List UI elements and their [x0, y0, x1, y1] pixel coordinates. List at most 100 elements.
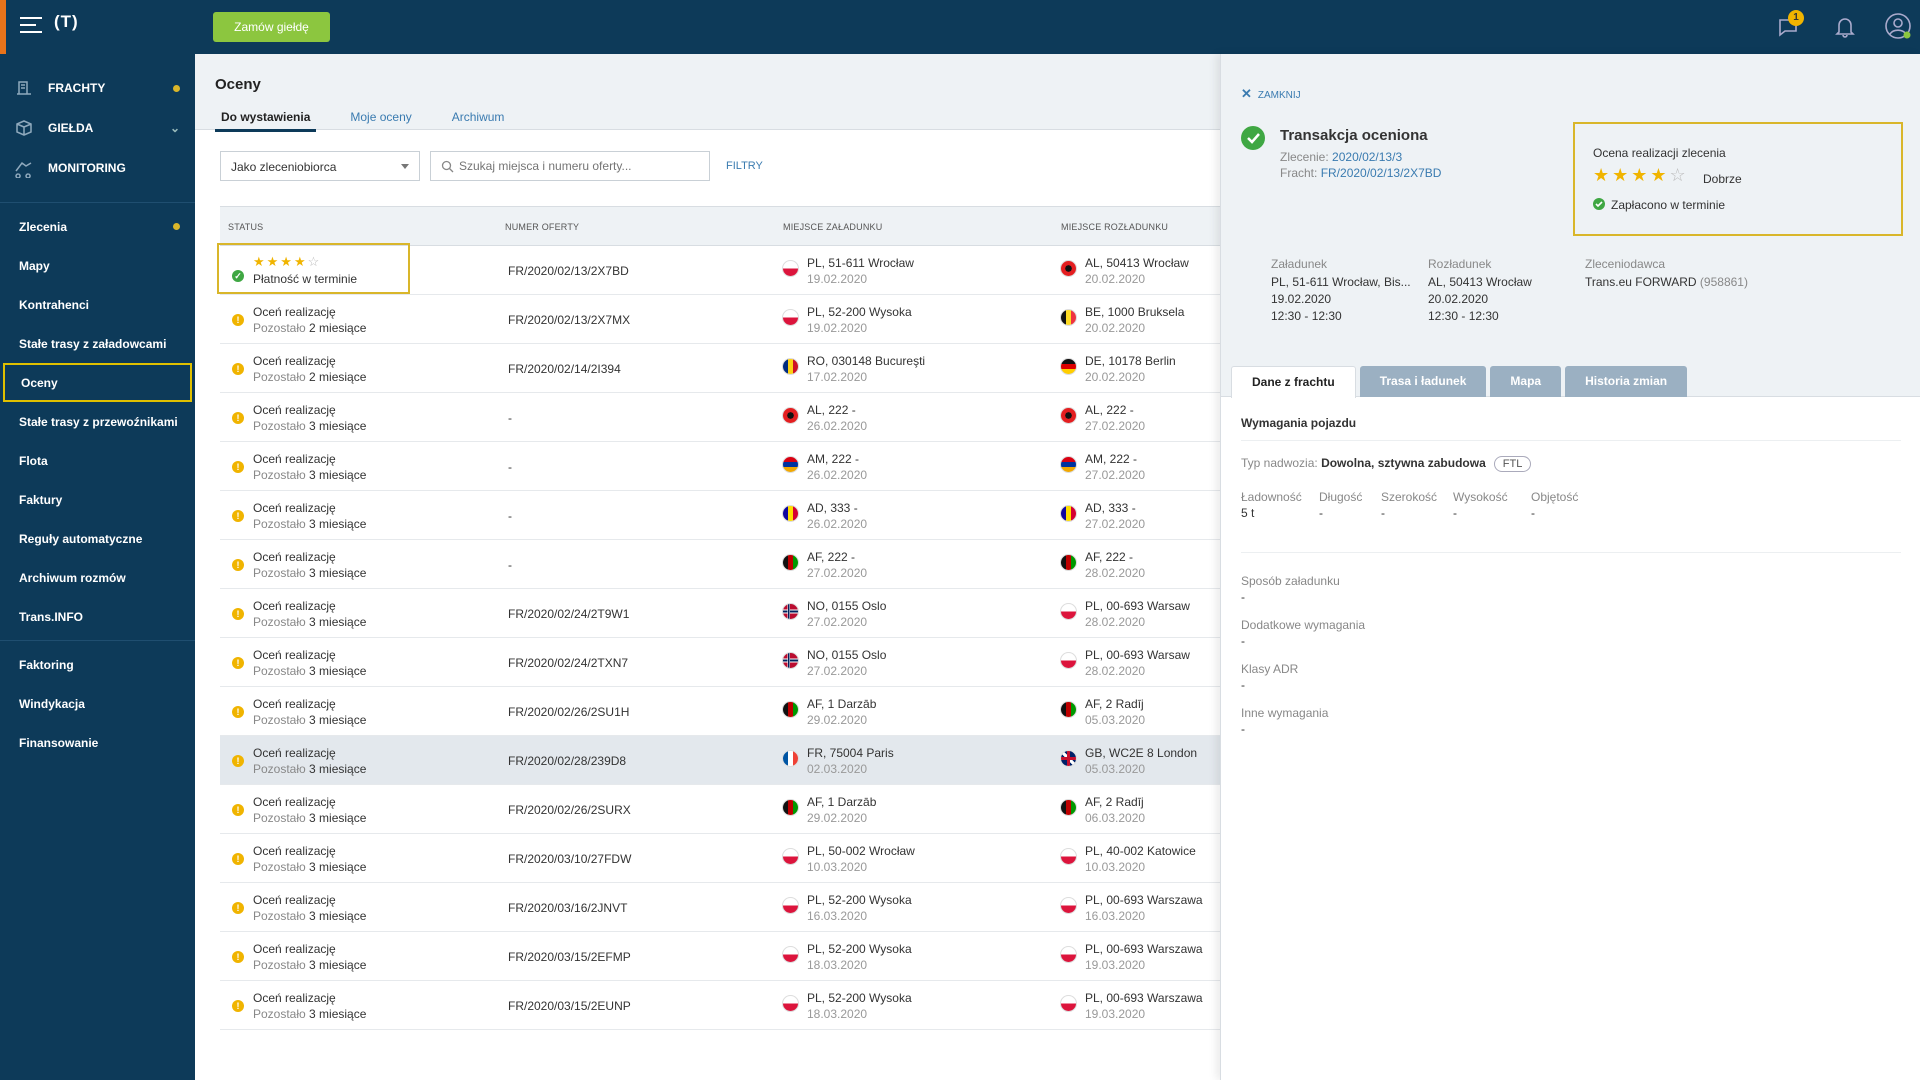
app-logo[interactable]: (T): [54, 12, 79, 31]
hamburger-menu-icon[interactable]: [20, 17, 42, 37]
table-row[interactable]: ! Oceń realizację Pozostało 3 miesiące FR/2…: [220, 638, 1220, 687]
sidebar-item-stale-trasy-przewoznicy[interactable]: Stałe trasy z przewoźnikami: [19, 414, 178, 429]
unloading-place: PL, 00-693 Warsaw: [1085, 599, 1190, 613]
rate-action[interactable]: Oceń realizację: [253, 501, 336, 515]
table-row[interactable]: ! Oceń realizację Pozostało 3 miesiące - AD,…: [220, 491, 1220, 540]
time-remaining: Pozostało 3 miesiące: [253, 860, 367, 874]
sidebar-item-reguly[interactable]: Reguły automatyczne: [19, 531, 143, 546]
dimension-field: Szerokość -: [1381, 490, 1438, 520]
unloading-date: 10.03.2020: [1085, 860, 1146, 874]
requirement-field: Dodatkowe wymagania -: [1241, 618, 1366, 648]
table-row[interactable]: ! Oceń realizację Pozostało 3 miesiące FR/2…: [220, 785, 1220, 834]
column-header[interactable]: STATUS: [228, 222, 264, 232]
freight-link[interactable]: FR/2020/02/13/2X7BD: [1320, 166, 1442, 180]
user-avatar-icon[interactable]: [1884, 12, 1912, 40]
notifications-bell-icon[interactable]: [1832, 14, 1858, 40]
table-row[interactable]: ! Oceń realizację Pozostało 2 miesiące FR/2…: [220, 344, 1220, 393]
sidebar-item-zlecenia[interactable]: Zlecenia: [0, 207, 195, 246]
chevron-down-icon[interactable]: ⌄: [169, 121, 180, 135]
column-header[interactable]: MIEJSCE ZAŁADUNKU: [783, 222, 883, 232]
unloading-date: 27.02.2020: [1085, 419, 1146, 433]
flag-am-icon: [1060, 456, 1077, 473]
table-row[interactable]: ! Oceń realizację Pozostało 3 miesiące - AM,…: [220, 442, 1220, 491]
rate-action[interactable]: Oceń realizację: [253, 697, 336, 711]
loading-date: 10.03.2020: [807, 860, 868, 874]
paid-on-time-label: Zapłacono w terminie: [1611, 198, 1726, 212]
sidebar-item-stale-trasy-zaladowcy[interactable]: Stałe trasy z załadowcami: [19, 336, 167, 351]
sidebar-item-trans-info[interactable]: Trans.INFO: [19, 609, 84, 624]
time-remaining: Pozostało 3 miesiące: [253, 664, 367, 678]
table-row[interactable]: ! Oceń realizację Pozostało 3 miesiące FR/2…: [220, 834, 1220, 883]
rate-action[interactable]: Oceń realizację: [253, 452, 336, 466]
rate-action[interactable]: Oceń realizację: [253, 746, 336, 760]
sidebar-item-oceny[interactable]: Oceny: [3, 363, 192, 402]
rate-action[interactable]: Oceń realizację: [253, 403, 336, 417]
tab-dane-z-frachtu[interactable]: Dane z frachtu: [1231, 366, 1356, 398]
table-row[interactable]: ! Oceń realizację Pozostało 3 miesiące - AL,…: [220, 393, 1220, 442]
unloading-date: 28.02.2020: [1085, 615, 1146, 629]
sidebar-item-label: MONITORING: [48, 161, 126, 175]
rating-title: Ocena realizacji zlecenia: [1593, 146, 1726, 160]
rate-action[interactable]: Oceń realizację: [253, 942, 336, 956]
tab-moje-oceny[interactable]: Moje oceny: [350, 110, 412, 124]
flag-pl-icon: [1060, 995, 1077, 1012]
table-row[interactable]: ! Oceń realizację Pozostało 3 miesiące FR/2…: [220, 736, 1220, 785]
table-row[interactable]: ! Oceń realizację Pozostało 3 miesiące FR/2…: [220, 589, 1220, 638]
dimension-field: Długość -: [1319, 490, 1363, 520]
rate-action[interactable]: Oceń realizację: [253, 844, 336, 858]
tab-historia-zmian[interactable]: Historia zmian: [1565, 366, 1688, 397]
column-header[interactable]: NUMER OFERTY: [505, 222, 580, 232]
role-select[interactable]: Jako zleceniobiorca: [220, 151, 420, 181]
sidebar-item-monitoring[interactable]: MONITORING: [0, 148, 195, 188]
table-row[interactable]: ! Oceń realizację Pozostało 2 miesiące FR/2…: [220, 295, 1220, 344]
rate-action[interactable]: Oceń realizację: [253, 795, 336, 809]
loading-place: PL, 52-200 Wysoka: [807, 942, 912, 956]
warning-icon: !: [232, 657, 244, 669]
offer-number: FR/2020/02/28/239D8: [508, 754, 627, 768]
flag-am-icon: [782, 456, 799, 473]
rate-action[interactable]: Oceń realizację: [253, 354, 336, 368]
tab-mapa[interactable]: Mapa: [1490, 366, 1562, 397]
sidebar-item-frachty[interactable]: FRACHTY: [0, 68, 195, 108]
table-row[interactable]: ✓ ★★★★☆ Płatność w terminie FR/2020/02/1…: [217, 243, 1220, 295]
table-row[interactable]: ! Oceń realizację Pozostało 3 miesiące FR/2…: [220, 883, 1220, 932]
offer-number: FR/2020/02/13/2X7BD: [508, 264, 629, 278]
sidebar-item-mapy[interactable]: Mapy: [19, 258, 50, 273]
search-input[interactable]: [430, 151, 710, 181]
sidebar-item-finansowanie[interactable]: Finansowanie: [19, 735, 99, 750]
rate-action[interactable]: Oceń realizację: [253, 305, 336, 319]
rate-action[interactable]: Oceń realizację: [253, 893, 336, 907]
sidebar-item-kontrahenci[interactable]: Kontrahenci: [19, 297, 90, 312]
rate-action[interactable]: Oceń realizację: [253, 648, 336, 662]
sidebar-item-windykacja[interactable]: Windykacja: [19, 696, 85, 711]
rate-action[interactable]: Oceń realizację: [253, 550, 336, 564]
sidebar-item-archiwum-rozmow[interactable]: Archiwum rozmów: [19, 570, 126, 585]
order-exchange-button[interactable]: Zamów giełdę: [213, 12, 330, 42]
tab-trasa-i-ladunek[interactable]: Trasa i ładunek: [1359, 366, 1487, 397]
warning-icon: !: [232, 755, 244, 767]
filters-button[interactable]: FILTRY: [726, 160, 763, 172]
main-content: Oceny Do wystawienia Moje oceny Archiwum…: [195, 54, 1220, 1080]
sidebar-item-gielda[interactable]: GIEŁDA ⌄: [0, 108, 195, 148]
close-button[interactable]: ✕ ZAMKNIJ: [1241, 86, 1301, 101]
time-remaining: Pozostało 3 miesiące: [253, 468, 367, 482]
tab-do-wystawienia[interactable]: Do wystawienia: [215, 106, 317, 132]
table-row[interactable]: ! Oceń realizację Pozostało 3 miesiące - AF,…: [220, 540, 1220, 589]
table-row[interactable]: ! Oceń realizację Pozostało 3 miesiące FR/2…: [220, 687, 1220, 736]
order-link[interactable]: 2020/02/13/3: [1332, 150, 1403, 164]
offer-number: -: [508, 411, 512, 425]
sidebar-item-flota[interactable]: Flota: [19, 453, 48, 468]
tab-archiwum[interactable]: Archiwum: [451, 110, 505, 124]
unloading-place: AL, 222 -: [1085, 403, 1134, 417]
offer-number: FR/2020/02/13/2X7MX: [508, 313, 631, 327]
unloading-place: PL, 00-693 Warszawa: [1085, 893, 1203, 907]
rate-action[interactable]: Oceń realizację: [253, 599, 336, 613]
dimension-field: Wysokość -: [1453, 490, 1508, 520]
loading-place: PL, 52-200 Wysoka: [807, 305, 912, 319]
rate-action[interactable]: Oceń realizację: [253, 991, 336, 1005]
column-header[interactable]: MIEJSCE ROZŁADUNKU: [1061, 222, 1169, 232]
table-row[interactable]: ! Oceń realizację Pozostało 3 miesiące FR/2…: [220, 981, 1220, 1030]
table-row[interactable]: ! Oceń realizację Pozostało 3 miesiące FR/2…: [220, 932, 1220, 981]
sidebar-item-faktoring[interactable]: Faktoring: [19, 657, 74, 672]
sidebar-item-faktury[interactable]: Faktury: [19, 492, 63, 507]
